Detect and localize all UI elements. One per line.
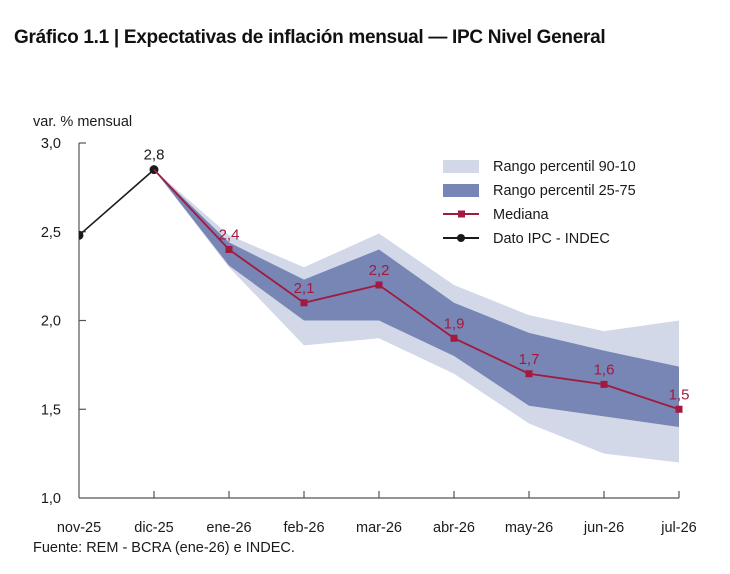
x-tick-label: abr-26 [433, 520, 475, 536]
y-tick-label: 1,0 [41, 491, 61, 507]
x-tick-label: feb-26 [283, 520, 324, 536]
band-p25_75 [154, 169, 679, 427]
median-point [525, 370, 533, 378]
x-tick-label: dic-25 [134, 520, 174, 536]
legend-item-p90_10: Rango percentil 90-10 [443, 159, 636, 175]
y-tick-label: 1,5 [41, 402, 61, 418]
y-tick-label: 2,5 [41, 225, 61, 241]
series-line-ipc [78, 169, 155, 236]
x-tick-label: may-26 [505, 520, 553, 536]
lines-layer: 2,8 2,4 2,1 2,2 1,9 1,7 1,6 1,5 [78, 147, 690, 413]
x-tick-label: jul-26 [660, 520, 696, 536]
source-note: Fuente: REM - BCRA (ene-26) e INDEC. [33, 540, 295, 556]
legend-label: Rango percentil 90-10 [493, 159, 636, 175]
legend-label: Dato IPC - INDEC [493, 231, 610, 247]
series-line-median [153, 169, 680, 411]
median-point [675, 405, 683, 413]
median-point [225, 246, 233, 253]
legend-marker [457, 234, 465, 242]
x-tick-label: ene-26 [206, 520, 251, 536]
y-tick-label: 2,0 [41, 314, 61, 330]
legend: Rango percentil 90-10 Rango percentil 25-… [443, 159, 636, 247]
chart-title: Gráfico 1.1 | Expectativas de inflación … [14, 27, 606, 48]
data-label-median: 1,5 [669, 386, 690, 403]
x-tick-label: mar-26 [356, 520, 402, 536]
legend-label: Mediana [493, 207, 550, 223]
median-point [375, 281, 383, 289]
median-point [600, 380, 608, 388]
legend-label: Rango percentil 25-75 [493, 183, 636, 199]
median-point [450, 334, 458, 342]
x-tick-label: nov-25 [57, 520, 101, 536]
legend-marker [458, 210, 465, 218]
legend-item-median: Mediana [443, 207, 550, 223]
legend-item-ipc: Dato IPC - INDEC [443, 231, 610, 247]
median-point [300, 299, 308, 307]
legend-item-p25_75: Rango percentil 25-75 [443, 183, 636, 199]
y-tick-label: 3,0 [41, 136, 61, 152]
data-label-median: 2,1 [294, 280, 315, 297]
ipc-point [79, 230, 84, 240]
data-label-median: 2,4 [219, 227, 240, 244]
data-label-ipc: 2,8 [144, 147, 165, 164]
x-tick-label: jun-26 [583, 520, 624, 536]
legend-swatch [443, 184, 479, 197]
y-axis-label: var. % mensual [33, 114, 132, 130]
axes-layer: 1,0 1,5 2,0 2,5 3,0 nov-25 dic-25 ene-26 feb-26 m… [41, 136, 697, 536]
legend-swatch [443, 160, 479, 173]
data-label-median: 1,9 [444, 315, 465, 332]
data-label-median: 1,6 [594, 361, 615, 378]
data-label-median: 1,7 [519, 351, 540, 368]
bands-layer [154, 169, 679, 463]
data-label-median: 2,2 [369, 262, 390, 279]
